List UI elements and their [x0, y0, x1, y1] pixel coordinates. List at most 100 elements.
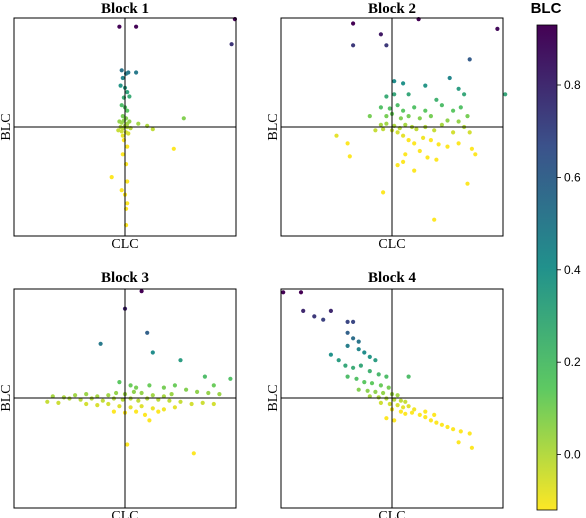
scatter-point — [171, 146, 176, 151]
scatter-point — [356, 387, 361, 392]
scatter-point — [412, 407, 417, 412]
colorbar-tick-label: 0.6 — [564, 170, 581, 184]
scatter-point — [134, 385, 139, 390]
scatter-point — [434, 420, 439, 425]
colorbar-tick-label: 0.8 — [564, 78, 581, 92]
scatter-point — [119, 103, 124, 108]
scatter-point — [84, 392, 89, 397]
scatter-point — [434, 157, 439, 162]
scatter-point — [117, 24, 122, 29]
scatter-point — [56, 400, 61, 405]
scatter-point — [384, 43, 389, 48]
scatter-point — [392, 418, 397, 423]
scatter-point — [467, 57, 472, 62]
scatter-point — [439, 422, 444, 427]
scatter-point — [351, 319, 356, 324]
scatter-point — [445, 144, 450, 149]
plot-frame — [13, 288, 237, 509]
scatter-point — [456, 440, 461, 445]
scatter-point — [465, 114, 470, 119]
scatter-point — [345, 330, 350, 335]
colorbar-tick-label: 0.2 — [564, 355, 581, 369]
scatter-point — [406, 374, 411, 379]
scatter-point — [428, 114, 433, 119]
scatter-point — [126, 70, 131, 75]
scatter-point — [409, 410, 415, 415]
panel-block-2: Block 2 CLC BLC — [266, 1, 508, 252]
scatter-point — [428, 138, 433, 143]
scatter-point — [345, 343, 350, 348]
scatter-point — [119, 68, 124, 73]
plot-frame — [280, 288, 504, 509]
scatter-point — [423, 409, 428, 414]
scatter-point — [381, 190, 386, 195]
panel-title: Block 3 — [101, 270, 149, 286]
scatter-point — [161, 385, 166, 390]
scatter-point — [432, 128, 437, 133]
scatter-point — [376, 395, 381, 400]
scatter-point — [142, 412, 148, 417]
scatter-point — [343, 363, 348, 368]
scatter-point — [467, 431, 472, 436]
scatter-point — [373, 389, 378, 394]
scatter-point — [125, 108, 130, 113]
scatter-point — [395, 403, 400, 408]
scatter-point — [412, 141, 417, 146]
scatter-point — [195, 389, 200, 394]
scatter-point — [451, 427, 456, 432]
x-axis-label: CLC — [378, 509, 405, 518]
scatter-point — [161, 407, 166, 412]
scatter-point — [117, 380, 122, 385]
scatter-point — [150, 393, 155, 398]
scatter-point — [120, 75, 125, 81]
scatter-point — [387, 401, 392, 407]
scatter-point — [434, 97, 439, 102]
panel-block-3: Block 3 CLC BLC — [0, 270, 237, 518]
scatter-point — [469, 146, 474, 151]
scatter-point — [398, 116, 403, 121]
scatter-point — [401, 159, 406, 164]
scatter-point — [412, 105, 417, 110]
panel-title: Block 1 — [101, 1, 149, 17]
scatter-point — [347, 154, 352, 159]
scatter-point — [362, 350, 367, 355]
scatter-point — [406, 138, 411, 143]
scatter-point — [401, 81, 406, 86]
scatter-point — [387, 106, 392, 111]
scatter-point — [456, 119, 461, 124]
scatter-point — [378, 400, 383, 405]
scatter-point — [358, 363, 363, 368]
scatter-point — [126, 131, 131, 136]
scatter-point — [401, 108, 406, 113]
scatter-point — [412, 168, 417, 173]
scatter-point — [298, 290, 304, 295]
scatter-point — [334, 133, 339, 138]
y-axis-label: BLC — [266, 384, 281, 411]
scatter-point — [367, 114, 372, 119]
scatter-point — [462, 92, 467, 97]
scatter-point — [321, 317, 326, 322]
scatter-point — [147, 383, 152, 388]
scatter-point — [428, 418, 433, 423]
scatter-point — [469, 445, 474, 450]
scatter-point — [328, 352, 333, 357]
scatter-point — [114, 390, 119, 396]
scatter-point — [395, 163, 400, 168]
scatter-point — [367, 369, 372, 374]
y-axis-label: BLC — [266, 113, 281, 140]
x-axis-label: CLC — [378, 237, 405, 252]
scatter-point — [436, 142, 441, 147]
scatter-point — [120, 397, 125, 402]
panel-block-1: Block 1 CLC BLC — [0, 1, 237, 252]
scatter-point — [439, 103, 444, 108]
scatter-point — [125, 90, 130, 95]
scatter-point — [134, 24, 139, 29]
plot-frame — [13, 17, 237, 237]
scatter-point — [373, 128, 378, 133]
scatter-point — [134, 409, 139, 414]
scatter-point — [384, 416, 389, 421]
scatter-point — [191, 451, 196, 456]
scatter-point — [200, 400, 205, 405]
scatter-point — [127, 119, 132, 124]
